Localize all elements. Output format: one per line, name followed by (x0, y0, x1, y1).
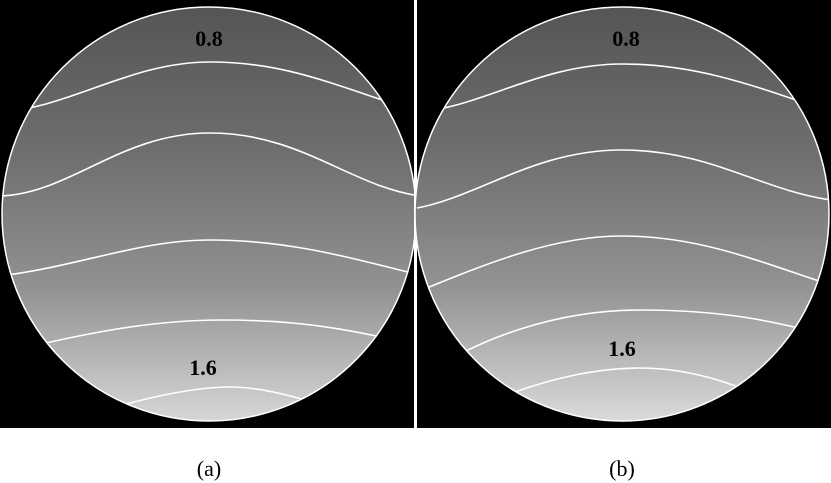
panel-b-disk-outline (414, 6, 830, 422)
panel-a-contour-line (104, 386, 331, 411)
panel-b-contour-label-top: 0.8 (612, 26, 640, 51)
panel-a-disk (2, 7, 416, 421)
panel-a-contour-line (2, 61, 416, 113)
panel-b-contour-line (416, 235, 829, 293)
panel-a-contour-label-bottom: 1.6 (189, 355, 217, 380)
panel-b-disk (415, 7, 829, 421)
panel-a-contour-label-top: 0.8 (195, 26, 223, 51)
panel-a-caption: (a) (197, 456, 221, 481)
panel-a: 0.8 1.6 (0, 0, 417, 428)
panel-b: 0.8 1.6 (414, 0, 831, 428)
panel-a-contour-line (2, 239, 416, 277)
panel-b-contour-label-bottom: 1.6 (608, 336, 636, 361)
panel-b-contour-line (416, 63, 829, 113)
panel-b-contour-line (514, 367, 761, 397)
panel-a-contour-line (2, 132, 416, 197)
panel-b-contour-line (416, 309, 829, 381)
panel-b-contour-line (416, 149, 829, 209)
panel-a-contour-line (2, 319, 416, 355)
panel-b-caption: (b) (609, 456, 635, 481)
